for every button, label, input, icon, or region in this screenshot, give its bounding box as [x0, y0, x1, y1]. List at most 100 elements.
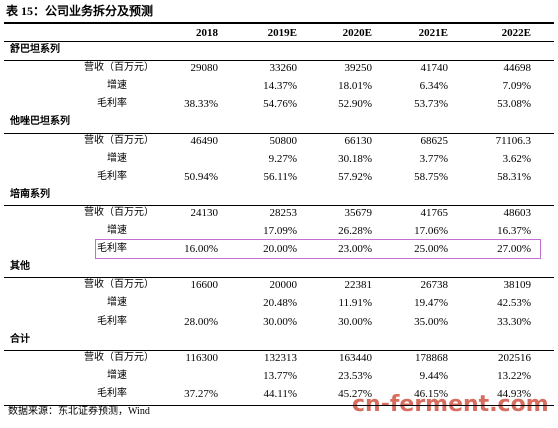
cell: 20.48% — [263, 297, 297, 310]
cell: 26738 — [420, 279, 449, 292]
cell: 116300 — [185, 351, 218, 364]
cell: 35.00% — [414, 315, 448, 328]
row-label: 毛利率 — [97, 315, 127, 327]
rule — [4, 350, 554, 351]
column-header: 2022E — [501, 27, 531, 39]
cell: 37.27% — [184, 387, 218, 400]
row-label: 毛利率 — [97, 170, 127, 182]
rule — [4, 41, 554, 42]
cell: 28.00% — [184, 315, 218, 328]
cell: 13.22% — [497, 369, 531, 382]
cell: 3.77% — [419, 152, 448, 165]
cell: 27.00% — [497, 243, 531, 256]
cell: 41740 — [420, 62, 449, 75]
cell: 50800 — [269, 134, 298, 147]
cell: 11.91% — [338, 297, 372, 310]
watermark: cn-ferment.com — [352, 392, 549, 417]
highlight-box — [95, 239, 541, 260]
rule — [4, 133, 554, 134]
row-label: 增速 — [107, 80, 127, 92]
row-label: 营收（百万元） — [84, 279, 154, 291]
row-label: 营收（百万元） — [84, 62, 154, 74]
cell: 16600 — [190, 279, 219, 292]
cell: 22381 — [344, 279, 373, 292]
row-label: 营收（百万元） — [84, 206, 154, 218]
rule — [4, 22, 554, 24]
cell: 26.28% — [338, 225, 372, 237]
cell: 202516 — [498, 351, 531, 364]
cell: 35679 — [344, 206, 373, 219]
cell: 6.34% — [419, 80, 448, 93]
cell: 9.44% — [419, 369, 448, 382]
cell: 23.00% — [338, 243, 372, 256]
cell: 23.53% — [338, 369, 372, 382]
cell: 58.75% — [414, 170, 448, 183]
cell: 44.93% — [497, 387, 531, 400]
rule — [4, 60, 554, 61]
cell: 20.00% — [263, 243, 297, 256]
row-label: 增速 — [107, 152, 127, 164]
cell: 20000 — [269, 279, 298, 292]
column-header: 2019E — [267, 27, 297, 39]
cell: 38.33% — [184, 98, 218, 111]
cell: 41765 — [420, 206, 449, 219]
cell: 17.09% — [263, 225, 297, 237]
cell: 178868 — [415, 351, 448, 364]
section-header: 培南系列 — [10, 188, 50, 200]
table-title: 表 15：公司业务拆分及预测 — [6, 4, 154, 18]
row-label: 毛利率 — [97, 98, 127, 110]
source-note: 数据来源：东北证券预测，Wind — [8, 406, 150, 417]
section-header: 舒巴坦系列 — [10, 44, 60, 55]
cell: 45.27% — [338, 387, 372, 400]
section-header: 合计 — [10, 333, 30, 345]
cell: 30.18% — [338, 152, 372, 165]
cell: 46.15% — [414, 387, 448, 400]
cell: 53.08% — [497, 98, 531, 111]
cell: 42.53% — [497, 297, 531, 310]
column-header: 2018 — [196, 27, 218, 39]
rule — [4, 405, 554, 406]
cell: 48603 — [503, 206, 532, 219]
cell: 56.11% — [263, 170, 297, 183]
cell: 66130 — [344, 134, 373, 147]
cell: 30.00% — [338, 315, 372, 328]
cell: 25.00% — [414, 243, 448, 256]
rule — [4, 277, 554, 278]
section-header: 其他 — [10, 261, 30, 273]
cell: 33.30% — [497, 315, 531, 328]
cell: 132313 — [264, 351, 297, 364]
cell: 52.90% — [338, 98, 372, 111]
section-header: 他唑巴坦系列 — [10, 116, 70, 128]
cell: 9.27% — [268, 152, 297, 165]
cell: 16.37% — [497, 225, 531, 237]
cell: 163440 — [339, 351, 372, 364]
cell: 46490 — [190, 134, 219, 147]
cell: 38109 — [503, 279, 532, 292]
column-header: 2021E — [418, 27, 448, 39]
row-label: 营收（百万元） — [84, 351, 154, 363]
row-label: 增速 — [107, 225, 127, 236]
cell: 71106.3 — [495, 134, 531, 147]
cell: 13.77% — [263, 369, 297, 382]
cell: 44.11% — [263, 387, 297, 400]
row-label: 增速 — [107, 369, 127, 381]
row-label: 增速 — [107, 297, 127, 309]
cell: 54.76% — [263, 98, 297, 111]
cell: 58.31% — [497, 170, 531, 183]
row-label: 毛利率 — [97, 243, 127, 255]
cell: 28253 — [269, 206, 298, 219]
row-label: 营收（百万元） — [84, 134, 154, 146]
cell: 19.47% — [414, 297, 448, 310]
cell: 7.09% — [502, 80, 531, 93]
cell: 44698 — [503, 62, 532, 75]
cell: 30.00% — [263, 315, 297, 328]
cell: 29080 — [190, 62, 219, 75]
cell: 18.01% — [338, 80, 372, 93]
cell: 50.94% — [184, 170, 218, 183]
cell: 16.00% — [184, 243, 218, 256]
row-label: 毛利率 — [97, 387, 127, 399]
cell: 17.06% — [414, 225, 448, 237]
cell: 14.37% — [263, 80, 297, 93]
cell: 33260 — [269, 62, 298, 75]
